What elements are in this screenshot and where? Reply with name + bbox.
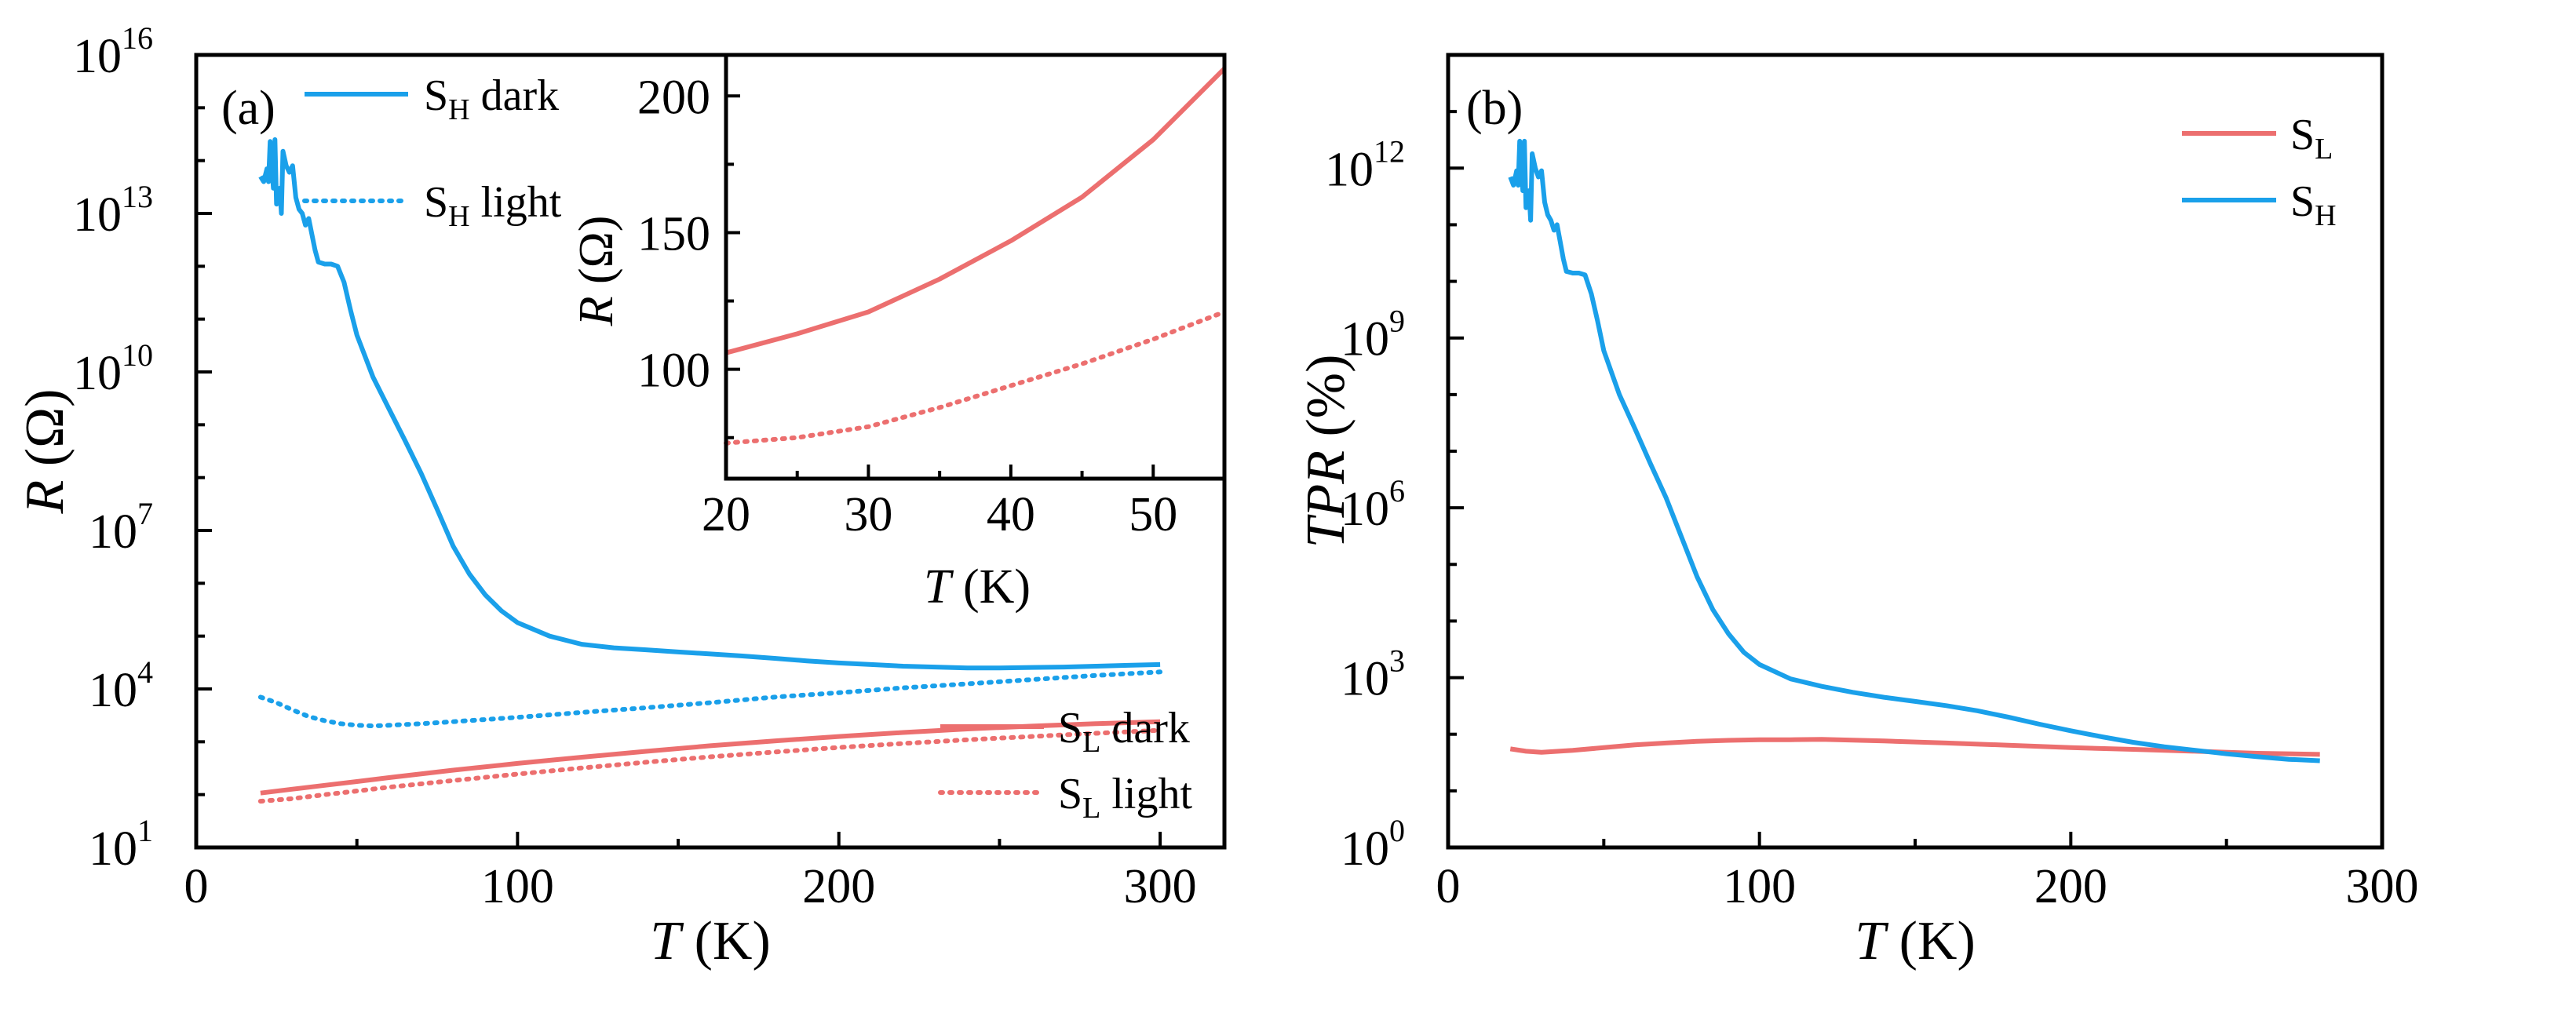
y-tick-label: 1012 xyxy=(1325,133,1405,196)
x-tick-label: 100 xyxy=(481,860,554,913)
panel-b: 0 100 200 300 100 103 106 109 1012 (b) TPR (%) T… xyxy=(1296,53,2419,971)
series-line-tpr-s-h xyxy=(1508,138,2320,763)
legend-label-sl-light: SL light xyxy=(1058,770,1192,825)
inset-series-line-s-l-dark xyxy=(725,67,1227,355)
panel-a-label: (a) xyxy=(221,82,275,135)
y-tick-label: 106 xyxy=(1341,473,1405,536)
panel-b-label: (b) xyxy=(1466,82,1523,135)
inset-x-tick-label: 40 xyxy=(987,488,1035,541)
y-tick-label: 100 xyxy=(1341,813,1405,876)
x-tick-label: 0 xyxy=(1436,860,1461,913)
panel-a-inset-x-axis-label: T (K) xyxy=(924,560,1031,614)
panel-a-x-axis-label: T (K) xyxy=(650,911,771,971)
series-line-s-h-light xyxy=(257,669,1163,729)
inset-x-tick-label: 30 xyxy=(844,488,892,541)
panel-b-x-axis-label: T (K) xyxy=(1855,911,1976,971)
x-tick-label: 200 xyxy=(802,860,875,913)
x-tick-label: 200 xyxy=(2034,860,2107,913)
panel-b-ticks: 0 100 200 300 100 103 106 109 1012 xyxy=(1325,110,2419,913)
y-tick-label: 1013 xyxy=(73,179,153,242)
inset-y-tick-label: 100 xyxy=(637,344,710,398)
legend-label-sl: SL xyxy=(2290,111,2333,166)
series-line-tpr-s-l xyxy=(1509,737,2320,757)
legend-label-sl-dark: SL dark xyxy=(1058,704,1190,759)
panel-b-plot-frame xyxy=(1446,53,2384,850)
panel-a-inset-y-axis-label: R (Ω) xyxy=(570,216,623,327)
panel-a-inset-ticks: 20 30 40 50 100 150 200 xyxy=(637,71,1177,541)
x-tick-label: 300 xyxy=(1124,860,1197,913)
y-tick-label: 1010 xyxy=(73,337,153,400)
panel-a-legend-bottom: SL dark SL light xyxy=(938,704,1192,825)
panel-a-inset-plot-area xyxy=(724,67,1227,446)
x-tick-label: 100 xyxy=(1723,860,1796,913)
x-tick-label: 0 xyxy=(184,860,209,913)
panel-b-plot-area xyxy=(1508,138,2320,763)
legend-label-sh-dark: SH dark xyxy=(424,71,559,126)
panel-a-ticks: 0 100 200 300 101 104 107 1010 1013 1016 xyxy=(73,20,1197,913)
panel-b-y-axis-label: TPR (%) xyxy=(1296,355,1356,548)
panel-a-inset: 20 30 40 50 100 150 200 R (Ω) T (K) xyxy=(570,53,1227,614)
inset-x-tick-label: 50 xyxy=(1129,488,1177,541)
panel-b-legend: SL SH xyxy=(2182,111,2337,232)
y-tick-label: 103 xyxy=(1341,643,1405,706)
inset-y-tick-label: 200 xyxy=(637,71,710,124)
x-tick-label: 300 xyxy=(2346,860,2419,913)
inset-y-tick-label: 150 xyxy=(637,207,710,261)
y-tick-label: 101 xyxy=(89,813,153,876)
inset-x-tick-label: 20 xyxy=(702,488,750,541)
panel-a-legend-top: SH dark SH light xyxy=(302,71,562,233)
y-tick-label: 107 xyxy=(89,496,153,559)
legend-label-sh: SH xyxy=(2290,177,2337,232)
series-line-s-h-dark xyxy=(258,137,1161,671)
y-tick-label: 104 xyxy=(89,654,153,717)
panel-a: 0 100 200 300 101 104 107 1010 1013 1016 (a) R (Ω… xyxy=(15,20,1227,971)
y-tick-label: 109 xyxy=(1341,304,1405,366)
panel-a-inset-background xyxy=(726,55,1224,479)
series-line-s-l-light xyxy=(257,727,1163,804)
panel-a-y-axis-label: R (Ω) xyxy=(15,389,75,515)
legend-label-sh-light: SH light xyxy=(424,178,562,233)
panel-a-inset-frame xyxy=(724,53,1227,481)
inset-series-line-s-l-light xyxy=(724,309,1227,446)
y-tick-label: 1016 xyxy=(73,20,153,83)
